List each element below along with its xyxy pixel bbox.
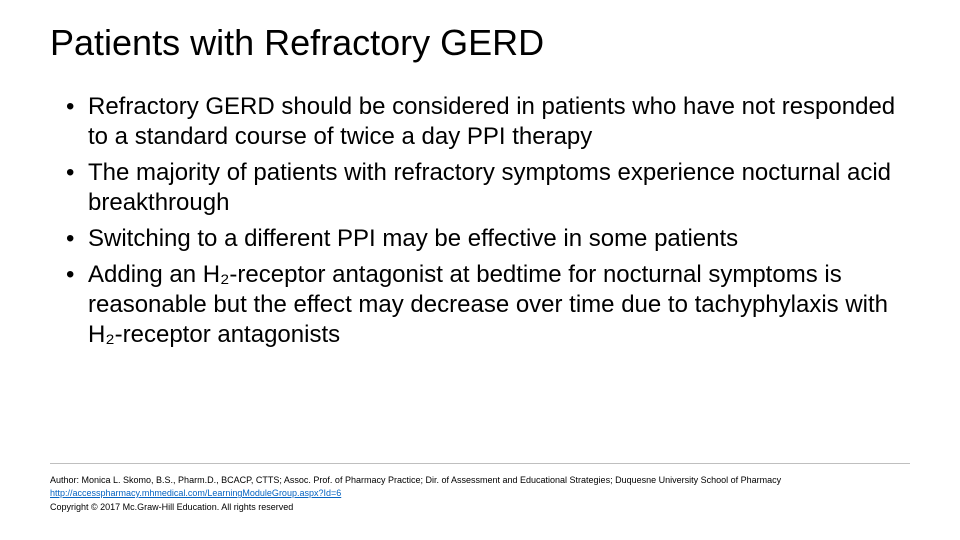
slide-container: Patients with Refractory GERD Refractory… bbox=[0, 0, 960, 540]
footer-link[interactable]: http://accesspharmacy.mhmedical.com/Lear… bbox=[50, 488, 341, 498]
footer-author: Author: Monica L. Skomo, B.S., Pharm.D.,… bbox=[50, 474, 910, 488]
slide-title: Patients with Refractory GERD bbox=[50, 22, 910, 64]
bullet-item: Switching to a different PPI may be effe… bbox=[88, 224, 910, 254]
footer: Author: Monica L. Skomo, B.S., Pharm.D.,… bbox=[50, 463, 910, 515]
bullet-item: The majority of patients with refractory… bbox=[88, 158, 910, 218]
footer-copyright: Copyright © 2017 Mc.Graw-Hill Education.… bbox=[50, 501, 910, 515]
bullet-item: Adding an H₂-receptor antagonist at bedt… bbox=[88, 260, 910, 350]
bullet-list: Refractory GERD should be considered in … bbox=[50, 92, 910, 350]
bullet-item: Refractory GERD should be considered in … bbox=[88, 92, 910, 152]
